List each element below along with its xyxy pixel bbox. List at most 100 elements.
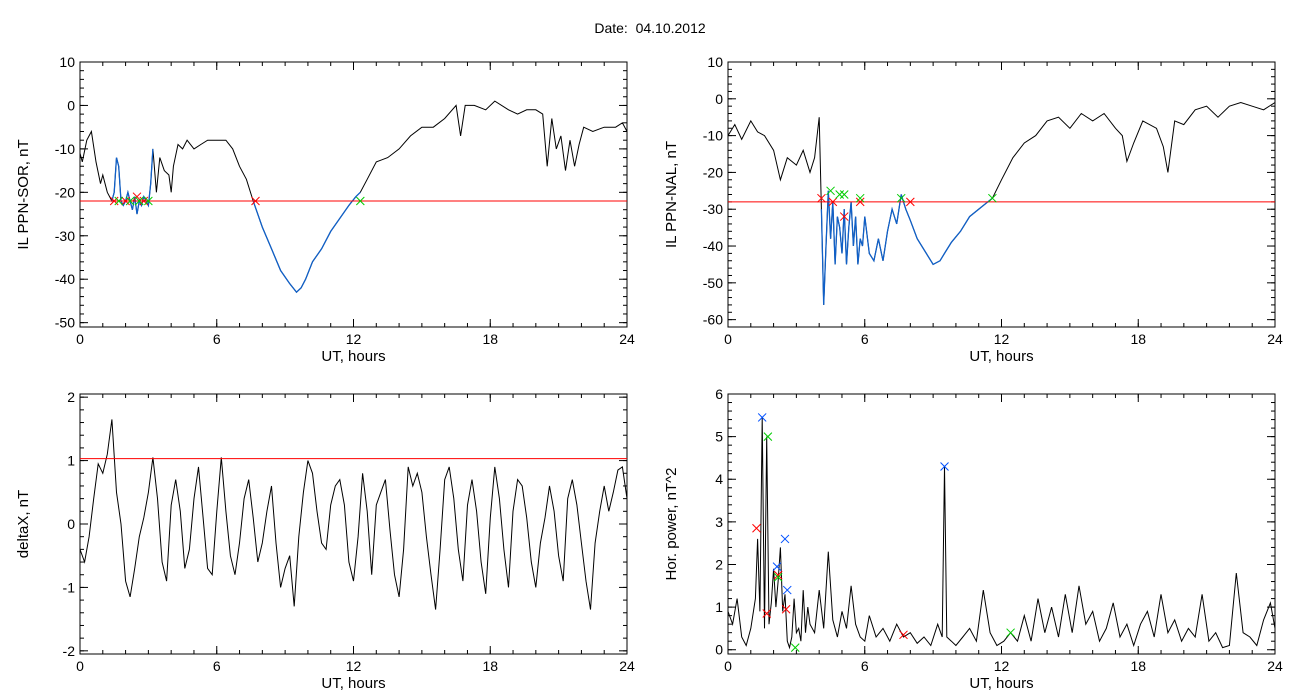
chart-p1: 0 6 12 18 24 10 0 -10 -20 -30 -40 -50 UT, hours IL PP… [15,54,635,365]
marker-stroke [772,562,782,571]
marker-stroke [109,196,119,206]
y-tick-label: 5 [715,429,723,445]
y-tick-label: 1 [67,453,75,469]
marker-green [773,572,783,582]
marker-green [144,196,153,206]
y-tick-label: 2 [715,556,723,572]
series-line [80,100,627,293]
marker-stroke [1006,628,1015,638]
y-tick-label: -10 [55,141,75,157]
y-tick-label: 4 [715,471,723,487]
marker-stroke [139,196,149,206]
x-tick-label: 24 [619,658,635,674]
series-line [728,417,1275,650]
marker-stroke [144,196,153,206]
y-tick-label: 3 [715,514,723,530]
x-tick-label: 12 [994,331,1010,347]
marker-green [763,432,773,441]
x-tick-label: 18 [1130,658,1146,674]
y-axis-label: IL PPN-SOR, nT [15,139,32,249]
y-tick-label: 0 [67,97,75,113]
series-line [80,419,627,610]
marker-green [790,643,800,652]
marker-stroke [773,570,783,580]
marker-blue [782,585,792,595]
plot-frame [79,393,628,655]
chart-p2: 0 6 12 18 24 10 0 -10 -20 -30 -40 -50 -60 UT, hours IL… [663,54,1283,365]
marker-stroke [855,193,865,203]
marker-green [839,190,849,199]
marker-green [896,193,906,203]
chart-p4: 0 6 12 18 24 6 5 4 3 2 1 0 UT, hours Hor. power, nT^2 [663,386,1283,692]
x-tick-label: 0 [724,658,732,674]
plot-frame [727,393,1276,655]
marker-stroke [817,193,826,203]
marker-green [988,193,997,203]
x-tick-label: 18 [1130,331,1146,347]
y-tick-label: 10 [707,54,723,70]
x-tick-label: 6 [213,658,221,674]
marker-green [134,196,144,206]
y-tick-label: 10 [59,54,75,70]
x-tick-label: 0 [76,658,84,674]
y-tick-label: -30 [703,201,723,217]
marker-green [1006,628,1015,638]
marker-red [817,193,826,203]
marker-stroke [899,630,908,640]
plot-frame [79,61,628,328]
marker-stroke [762,609,772,618]
marker-red [109,196,119,206]
page-title: Date: 04.10.2012 [594,20,706,36]
marker-stroke [752,523,761,533]
x-axis-label: UT, hours [321,675,385,692]
chart-p3: 0 6 12 18 24 2 1 0 -1 -2 UT, hours deltaX, nT [15,389,635,692]
y-tick-label: 0 [67,516,75,532]
marker-red [773,570,783,580]
marker-stroke [121,196,130,206]
y-tick-label: -40 [703,238,723,254]
marker-green [855,193,865,203]
y-tick-label: -20 [703,164,723,180]
marker-stroke [125,196,135,206]
plot-frame [727,61,1276,328]
x-tick-label: 6 [213,331,221,347]
series-line [728,101,1275,305]
marker-blue [780,534,790,544]
marker-blue [772,562,782,571]
marker-green [355,196,365,206]
marker-stroke [855,197,865,207]
marker-red [828,197,838,207]
marker-red [762,609,772,618]
marker-green [114,196,124,206]
marker-stroke [782,585,792,595]
plot-area [80,419,627,610]
series-highlight [252,191,361,294]
x-tick-label: 18 [482,331,498,347]
marker-green [125,196,135,206]
plot-area [728,417,1275,650]
marker-stroke [773,572,783,582]
x-axis-label: UT, hours [969,348,1033,365]
y-tick-label: 2 [67,389,75,405]
marker-green [835,190,845,199]
x-tick-label: 24 [1267,331,1283,347]
x-tick-label: 24 [1267,658,1283,674]
y-tick-label: -60 [703,312,723,328]
marker-red [139,196,149,206]
marker-red [251,196,260,206]
marker-red [132,192,142,202]
marker-red [839,212,849,221]
y-tick-label: -20 [55,184,75,200]
plot-area [728,101,1275,305]
marker-stroke [114,196,124,206]
series-highlight [820,190,993,305]
x-tick-label: 12 [346,658,362,674]
marker-red [121,196,130,206]
x-tick-label: 24 [619,331,635,347]
y-tick-label: -50 [55,315,75,331]
x-tick-label: 12 [994,658,1010,674]
x-tick-label: 12 [346,331,362,347]
marker-stroke [839,190,849,199]
y-tick-label: -50 [703,275,723,291]
x-tick-label: 6 [861,658,869,674]
